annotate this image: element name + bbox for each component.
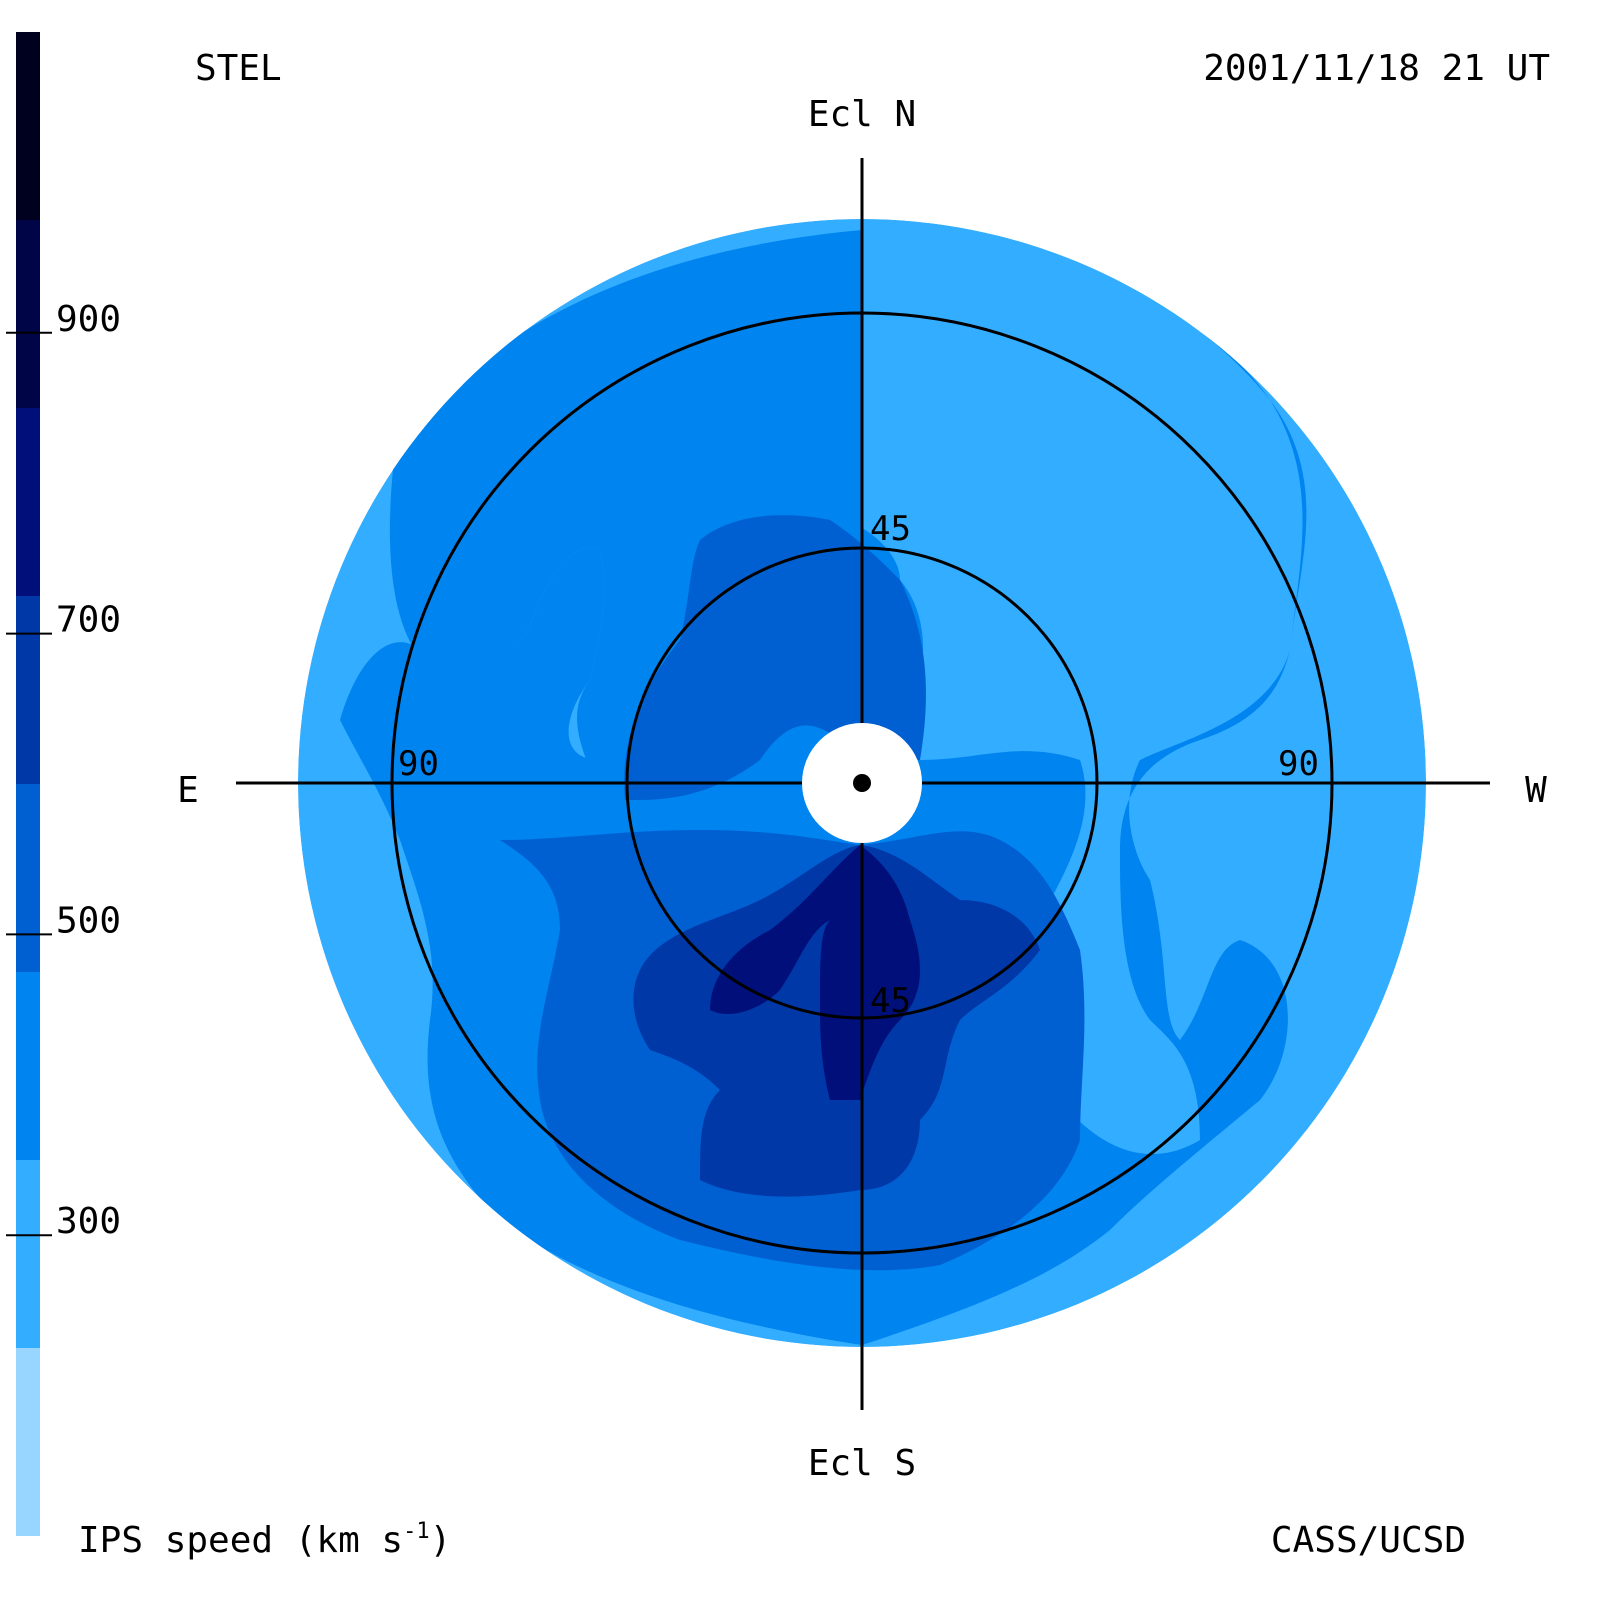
timestamp-label: 2001/11/18 21 UT [1203, 48, 1550, 89]
colorbar-band-7 [16, 32, 40, 220]
colorbar-tick-label-500: 500 [56, 900, 121, 941]
colorbar [16, 32, 40, 1536]
colorbar-band-3 [16, 784, 40, 972]
direction-label-east: E [177, 770, 199, 811]
colorbar-band-5 [16, 408, 40, 596]
sun-center-dot [853, 774, 871, 792]
colorbar-tick-label-300: 300 [56, 1201, 121, 1242]
ring-label-90-east: 90 [398, 744, 439, 784]
colorbar-title-suffix: ) [430, 1520, 452, 1561]
direction-label-south: Ecl S [808, 1443, 916, 1484]
colorbar-title: IPS speed (km s-1) [78, 1519, 451, 1561]
colorbar-title-sup: -1 [403, 1519, 430, 1544]
colorbar-band-1 [16, 1160, 40, 1348]
colorbar-band-6 [16, 220, 40, 408]
colorbar-band-0 [16, 1348, 40, 1536]
observatory-label: STEL [195, 48, 282, 89]
colorbar-tick-label-700: 700 [56, 600, 121, 641]
colorbar-band-2 [16, 972, 40, 1160]
colorbar-tick-label-900: 900 [56, 299, 121, 340]
ring-label-90-west: 90 [1278, 744, 1319, 784]
colorbar-band-4 [16, 596, 40, 784]
ring-label-45-north: 45 [870, 509, 911, 549]
speed-region-high-south [710, 845, 920, 1100]
ring-label-45-south: 45 [870, 981, 911, 1021]
direction-label-north: Ecl N [808, 94, 916, 135]
credit-label: CASS/UCSD [1271, 1520, 1466, 1561]
colorbar-ticks: 300 500 700 900 [6, 299, 121, 1242]
direction-label-west: W [1525, 770, 1547, 811]
colorbar-title-prefix: IPS speed (km s [78, 1520, 403, 1561]
